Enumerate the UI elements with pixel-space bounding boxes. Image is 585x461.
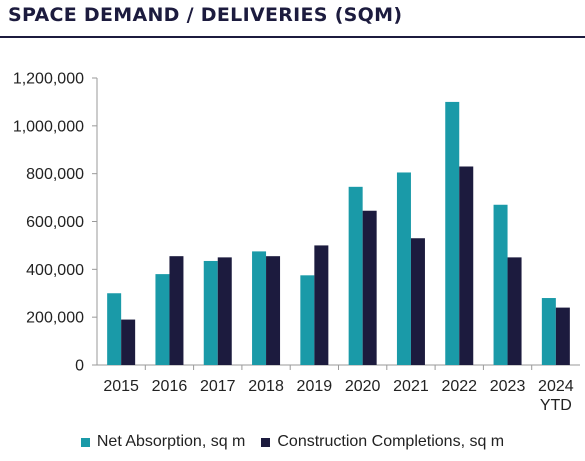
bar-net-absorption (348, 186, 363, 365)
x-tick-label: 2015 (103, 378, 139, 395)
x-tick-label: 2022 (441, 378, 477, 395)
legend-item-net-absorption: Net Absorption, sq m (80, 433, 246, 451)
x-tick-label: 2023 (490, 378, 526, 395)
y-tick-label: 0 (75, 358, 84, 375)
legend-swatch-construction-completions (261, 437, 271, 447)
chart-title: SPACE DEMAND / DELIVERIES (SQM) (8, 4, 403, 26)
y-tick-label: 400,000 (26, 262, 84, 279)
bar-net-absorption (300, 275, 315, 365)
legend-item-construction-completions: Construction Completions, sq m (261, 433, 504, 451)
y-tick-label: 1,000,000 (13, 118, 84, 135)
bar-construction-completions (121, 319, 136, 365)
y-tick-label: 600,000 (26, 214, 84, 231)
legend-label-construction-completions: Construction Completions, sq m (277, 433, 505, 450)
bar-net-absorption (445, 101, 460, 366)
bar-construction-completions (169, 256, 184, 365)
bar-net-absorption (203, 260, 218, 365)
x-tick-label: 2021 (393, 378, 429, 395)
bar-net-absorption (155, 274, 170, 365)
y-tick-label: 800,000 (26, 166, 84, 183)
bar-construction-completions (362, 210, 377, 365)
bar-net-absorption (493, 204, 508, 365)
bar-net-absorption (541, 298, 556, 365)
bar-construction-completions (266, 256, 281, 365)
bar-construction-completions (459, 166, 474, 365)
y-tick-label: 1,200,000 (13, 71, 84, 88)
bar-construction-completions (217, 257, 232, 365)
bar-construction-completions (555, 307, 570, 365)
title-underline (0, 36, 585, 38)
legend: Net Absorption, sq m Construction Comple… (0, 433, 585, 451)
x-tick-label: 2024 YTD (538, 378, 574, 414)
bar-construction-completions (410, 238, 425, 365)
x-tick-label: 2018 (248, 378, 284, 395)
bar-net-absorption (107, 293, 122, 365)
y-tick-label: 200,000 (26, 310, 84, 327)
bar-net-absorption (396, 172, 411, 365)
x-tick-label: 2019 (297, 378, 333, 395)
bar-net-absorption (252, 251, 267, 365)
legend-swatch-net-absorption (80, 437, 90, 447)
x-tick-label: 2016 (152, 378, 188, 395)
x-tick-label: 2020 (345, 378, 381, 395)
bar-construction-completions (314, 245, 329, 365)
bar-construction-completions (507, 257, 522, 365)
x-tick-label: 2017 (200, 378, 236, 395)
legend-label-net-absorption: Net Absorption, sq m (96, 433, 246, 450)
